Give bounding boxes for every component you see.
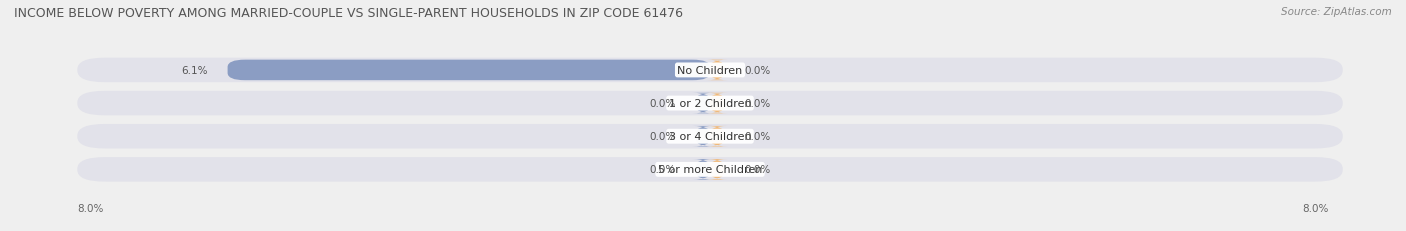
- Text: 1 or 2 Children: 1 or 2 Children: [669, 99, 751, 109]
- FancyBboxPatch shape: [228, 60, 710, 81]
- Text: 0.0%: 0.0%: [650, 99, 676, 109]
- Text: 0.0%: 0.0%: [744, 66, 770, 76]
- FancyBboxPatch shape: [77, 125, 1343, 149]
- FancyBboxPatch shape: [77, 91, 1343, 116]
- FancyBboxPatch shape: [693, 126, 713, 147]
- Text: 0.0%: 0.0%: [744, 132, 770, 142]
- Text: 6.1%: 6.1%: [181, 66, 208, 76]
- Text: 5 or more Children: 5 or more Children: [658, 165, 762, 175]
- FancyBboxPatch shape: [707, 159, 727, 180]
- FancyBboxPatch shape: [707, 126, 727, 147]
- Text: 3 or 4 Children: 3 or 4 Children: [669, 132, 751, 142]
- FancyBboxPatch shape: [707, 93, 727, 114]
- FancyBboxPatch shape: [77, 58, 1343, 83]
- FancyBboxPatch shape: [77, 157, 1343, 182]
- FancyBboxPatch shape: [707, 60, 727, 81]
- Text: 8.0%: 8.0%: [1302, 203, 1329, 213]
- Text: INCOME BELOW POVERTY AMONG MARRIED-COUPLE VS SINGLE-PARENT HOUSEHOLDS IN ZIP COD: INCOME BELOW POVERTY AMONG MARRIED-COUPL…: [14, 7, 683, 20]
- Text: 0.0%: 0.0%: [744, 165, 770, 175]
- FancyBboxPatch shape: [693, 93, 713, 114]
- Text: 0.0%: 0.0%: [650, 165, 676, 175]
- Text: No Children: No Children: [678, 66, 742, 76]
- Text: 0.0%: 0.0%: [650, 132, 676, 142]
- Text: Source: ZipAtlas.com: Source: ZipAtlas.com: [1281, 7, 1392, 17]
- Text: 8.0%: 8.0%: [77, 203, 104, 213]
- FancyBboxPatch shape: [693, 159, 713, 180]
- Text: 0.0%: 0.0%: [744, 99, 770, 109]
